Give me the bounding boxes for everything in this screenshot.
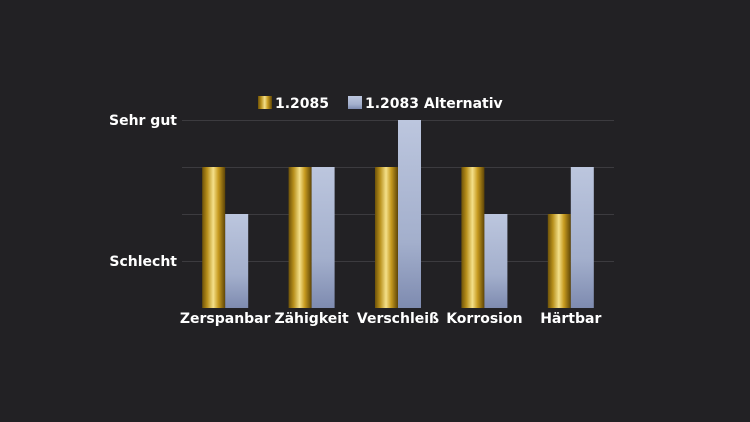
bar-series-2	[311, 167, 335, 308]
bar-series-1	[375, 167, 398, 308]
x-category-label: Härtbar	[540, 311, 601, 327]
bar-series-1	[288, 167, 312, 308]
legend-swatch	[348, 96, 362, 109]
y-tick-label: Sehr gut	[109, 113, 177, 129]
bar-series-1	[461, 167, 485, 308]
bars	[202, 120, 594, 308]
x-category-label: Zähigkeit	[274, 311, 349, 327]
bar-series-2	[398, 120, 421, 308]
y-tick-label: Schlecht	[109, 254, 177, 270]
legend: 1.2085 1.2083 Alternativ	[258, 96, 503, 112]
x-category-label: Verschleiß	[357, 311, 439, 327]
x-axis-category-labels: Zerspanbar Zähigkeit Verschleiß Korrosion Hä…	[180, 311, 602, 327]
y-axis-tick-labels: Schlecht Sehr gut	[109, 113, 177, 270]
legend-label: 1.2085	[275, 96, 329, 112]
legend-label: 1.2083 Alternativ	[365, 96, 503, 112]
bar-series-2	[225, 214, 249, 308]
x-category-label: Zerspanbar	[180, 311, 271, 327]
bar-series-2	[570, 167, 594, 308]
x-category-label: Korrosion	[446, 311, 522, 327]
legend-swatch	[258, 96, 272, 109]
bar-series-2	[484, 214, 508, 308]
bar-series-1	[202, 167, 226, 308]
bar-series-1	[547, 214, 571, 308]
